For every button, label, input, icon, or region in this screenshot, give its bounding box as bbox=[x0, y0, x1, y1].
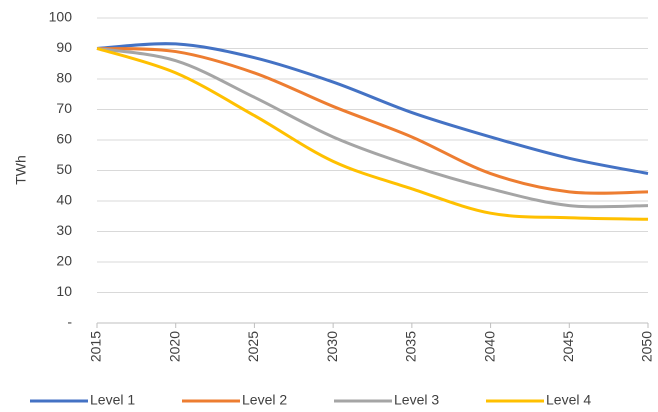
x-tick-label: 2040 bbox=[481, 331, 497, 362]
y-tick-label: - bbox=[67, 314, 72, 330]
legend-label: Level 2 bbox=[242, 392, 287, 408]
x-tick-label: 2020 bbox=[166, 331, 182, 362]
y-tick-label: 70 bbox=[56, 100, 72, 116]
y-tick-label: 90 bbox=[56, 39, 72, 55]
legend-label: Level 4 bbox=[546, 392, 591, 408]
y-tick-label: 50 bbox=[56, 161, 72, 177]
y-tick-label: 100 bbox=[49, 9, 73, 25]
x-tick-label: 2050 bbox=[639, 331, 655, 362]
x-tick-label: 2030 bbox=[324, 331, 340, 362]
y-tick-label: 30 bbox=[56, 222, 72, 238]
legend-label: Level 3 bbox=[394, 392, 439, 408]
y-axis-label: TWh bbox=[13, 155, 29, 185]
y-tick-label: 60 bbox=[56, 131, 72, 147]
x-tick-label: 2025 bbox=[245, 331, 261, 362]
y-tick-label: 20 bbox=[56, 253, 72, 269]
y-tick-label: 80 bbox=[56, 70, 72, 86]
line-series bbox=[96, 47, 649, 221]
legend-label: Level 1 bbox=[90, 392, 135, 408]
line-series bbox=[96, 47, 649, 195]
line-series bbox=[96, 47, 649, 209]
x-tick-label: 2035 bbox=[403, 331, 419, 362]
y-tick-label: 10 bbox=[56, 283, 72, 299]
x-tick-label: 2045 bbox=[560, 331, 576, 362]
y-tick-label: 40 bbox=[56, 192, 72, 208]
x-tick-label: 2015 bbox=[88, 331, 104, 362]
line-series bbox=[96, 42, 649, 176]
